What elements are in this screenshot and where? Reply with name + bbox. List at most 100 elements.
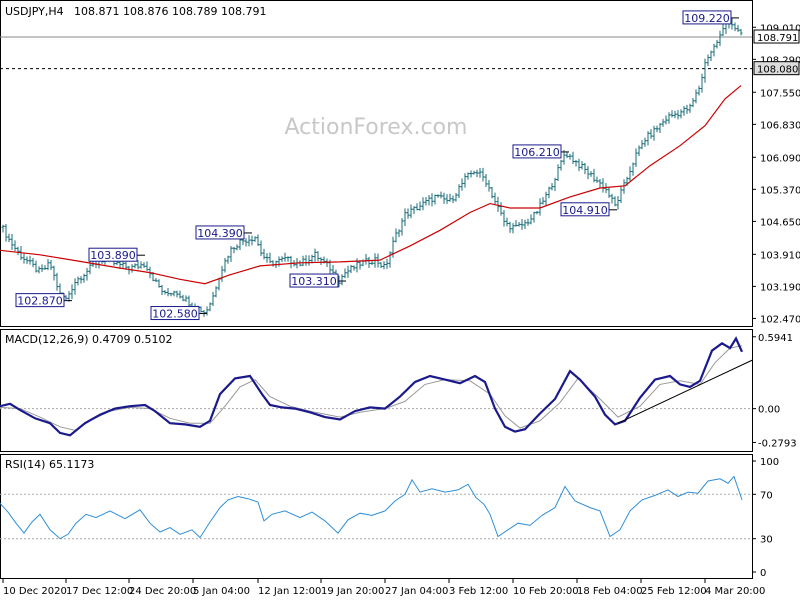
price-bar — [448, 193, 452, 202]
price-bar — [166, 288, 170, 297]
macd-y-axis: 0.5941 0.00 -0.2793 — [752, 333, 797, 449]
price-bar — [469, 170, 473, 178]
price-bar — [685, 104, 689, 114]
price-bar — [613, 196, 617, 207]
macd-panel: MACD(12,26,9) 0.4709 0.5102 0.5941 0.00 -0… — [0, 329, 797, 452]
price-bar — [265, 253, 269, 263]
price-bar — [658, 122, 662, 134]
symbol-title: USDJPY,H4 — [5, 5, 64, 18]
price-bar — [574, 159, 578, 167]
price-bar — [670, 110, 674, 118]
price-bar — [514, 220, 518, 227]
price-bar — [154, 278, 158, 283]
price-bar — [133, 263, 137, 269]
price-bar — [457, 184, 461, 198]
price-bar — [589, 171, 593, 177]
price-bar — [418, 201, 422, 211]
annotation-label: 103.310 — [291, 275, 337, 288]
price-bar — [634, 148, 638, 167]
rsi-series-group — [0, 475, 752, 540]
price-bar — [349, 265, 353, 274]
annotation-label: 109.220 — [684, 12, 730, 25]
price-bar — [400, 218, 404, 236]
price-bar — [268, 252, 272, 263]
price-bar — [451, 195, 455, 204]
time-tick-label: 24 Dec 20:00 — [129, 586, 196, 597]
price-bar — [718, 30, 722, 47]
time-tick-label: 5 Jan 04:00 — [193, 586, 250, 597]
price-bar — [367, 256, 371, 268]
price-bar — [553, 177, 557, 192]
swing-annotation: 103.310 — [289, 273, 346, 288]
time-tick-label: 19 Jan 20:00 — [321, 586, 384, 597]
price-bar — [7, 233, 11, 243]
price-bar — [445, 194, 449, 204]
price-bar — [10, 234, 14, 250]
price-bar — [253, 236, 257, 242]
price-bar — [661, 118, 665, 127]
price-bar — [481, 167, 485, 182]
price-bar — [550, 183, 554, 191]
price-bar — [535, 210, 539, 215]
price-bar — [523, 219, 527, 230]
price-bar — [697, 85, 701, 96]
swing-annotation: 103.890 — [88, 247, 145, 262]
price-bar — [427, 195, 431, 206]
price-bar — [436, 194, 440, 198]
time-tick-label: 3 Feb 12:00 — [449, 586, 508, 597]
price-bar — [412, 206, 416, 215]
price-bar — [223, 258, 227, 273]
macd-series-group — [0, 336, 753, 437]
price-bar — [607, 186, 611, 198]
price-bar — [259, 240, 263, 257]
macd-trendline — [617, 359, 753, 424]
price-bar — [406, 208, 410, 219]
price-bar — [283, 252, 287, 262]
price-bar — [505, 217, 509, 227]
price-bar — [433, 194, 437, 205]
price-bar — [499, 202, 503, 216]
macd-tick-label: -0.2793 — [758, 438, 797, 449]
price-bar — [688, 103, 692, 113]
price-bar — [385, 258, 389, 269]
annotation-label: 106.210 — [514, 146, 560, 159]
price-bar — [655, 125, 659, 133]
price-bar — [340, 274, 344, 286]
price-bar — [280, 256, 284, 262]
price-bar — [85, 267, 89, 281]
price-tick-label: 108.290 — [760, 55, 800, 66]
price-bar — [286, 256, 290, 262]
price-bar — [460, 178, 464, 191]
price-bar — [439, 191, 443, 199]
price-bar — [541, 197, 545, 205]
price-bar — [580, 161, 584, 170]
price-bar — [199, 306, 203, 313]
price-bar — [706, 54, 710, 66]
price-bar — [175, 290, 179, 298]
price-bar — [247, 235, 251, 247]
rsi-panel-frame — [0, 454, 753, 579]
price-bar — [466, 172, 470, 180]
price-bar — [517, 221, 521, 227]
price-bar — [715, 39, 719, 49]
price-bar — [262, 248, 266, 260]
price-bar — [397, 229, 401, 238]
time-tick-label: 17 Dec 12:00 — [66, 586, 133, 597]
macd-line — [0, 336, 744, 437]
price-bar — [421, 197, 425, 211]
price-bar — [79, 276, 83, 284]
price-bar — [709, 50, 713, 62]
macd-signal-line — [0, 345, 743, 431]
price-bar — [352, 265, 356, 271]
price-bar — [616, 196, 620, 210]
time-tick-label: 27 Jan 04:00 — [385, 586, 448, 597]
price-bar — [583, 162, 587, 175]
price-bar — [46, 258, 50, 271]
macd-tick-label: 0.5941 — [758, 333, 793, 344]
price-bar — [592, 168, 596, 183]
price-bar — [235, 244, 239, 251]
price-tick-label: 104.650 — [760, 217, 800, 228]
price-bar — [736, 24, 740, 32]
rsi-tick-label: 70 — [760, 490, 773, 501]
